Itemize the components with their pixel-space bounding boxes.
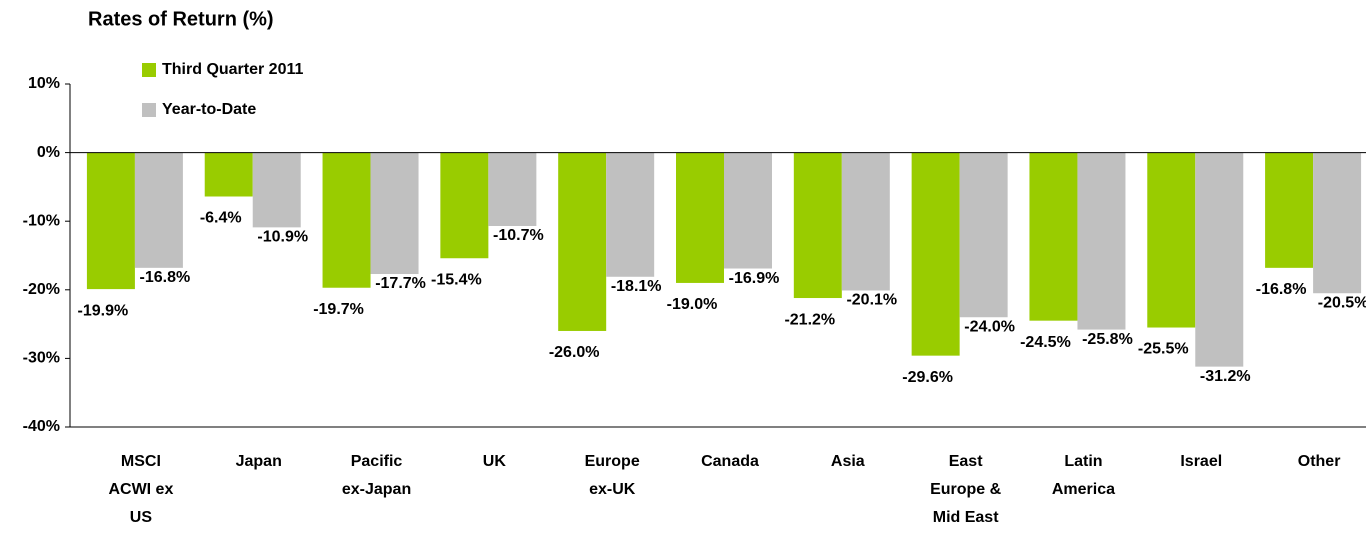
bar: [1029, 152, 1078, 321]
data-label: -10.9%: [257, 229, 308, 246]
x-tick-label: MSCI ACWI ex US: [108, 453, 173, 526]
legend-swatch: [142, 63, 156, 77]
data-label: -21.2%: [784, 311, 835, 328]
data-label: -16.8%: [1256, 281, 1307, 298]
x-tick-label: East Europe & Mid East: [930, 453, 1002, 526]
bar: [724, 152, 772, 269]
bar: [606, 152, 655, 277]
y-tick-label: -30%: [23, 350, 60, 367]
bar: [252, 152, 301, 228]
bar: [86, 152, 135, 290]
y-tick-label: 10%: [28, 75, 60, 92]
bar: [322, 152, 371, 288]
x-tick-label: Japan: [236, 453, 282, 470]
data-label: -16.9%: [729, 270, 780, 287]
bar: [1265, 152, 1314, 268]
data-label: -10.7%: [493, 227, 544, 244]
data-label: -25.5%: [1138, 341, 1189, 358]
data-label: -19.0%: [667, 296, 718, 313]
data-label: -17.7%: [375, 275, 426, 292]
data-label: -26.0%: [549, 344, 600, 361]
data-label: -18.1%: [611, 278, 662, 295]
y-tick-label: -10%: [23, 212, 60, 229]
data-label: -15.4%: [431, 271, 482, 288]
x-tick-label: Asia: [831, 453, 865, 470]
chart-title: Rates of Return (%): [88, 8, 274, 30]
data-label: -20.5%: [1318, 294, 1366, 311]
bar: [676, 152, 724, 283]
data-label: -19.9%: [78, 302, 129, 319]
bar: [959, 152, 1008, 318]
bar: [1077, 152, 1126, 330]
data-label: -19.7%: [313, 301, 364, 318]
bar: [1313, 152, 1362, 294]
data-label: -29.6%: [902, 369, 953, 386]
x-tick-label: Europe ex-UK: [585, 453, 640, 498]
data-label: -6.4%: [200, 210, 242, 227]
x-tick-label: Other: [1298, 453, 1341, 470]
bar: [793, 152, 842, 299]
x-tick-label: Israel: [1180, 453, 1222, 470]
x-tick-label: Canada: [701, 453, 759, 470]
data-label: -16.8%: [140, 269, 191, 286]
data-label: -25.8%: [1082, 331, 1133, 348]
bar: [440, 152, 489, 259]
bar: [1147, 152, 1196, 328]
legend-swatch: [142, 103, 156, 117]
y-tick-label: -20%: [23, 281, 60, 298]
x-tick-label: Latin America: [1052, 453, 1115, 498]
bar: [488, 152, 537, 227]
y-tick-label: 0%: [37, 144, 60, 161]
bar: [1195, 152, 1244, 367]
data-label: -24.5%: [1020, 334, 1071, 351]
bar: [841, 152, 890, 291]
bar: [134, 152, 183, 268]
legend-label: Third Quarter 2011: [162, 61, 303, 78]
data-label: -24.0%: [964, 318, 1015, 335]
bar: [558, 152, 607, 331]
bar: [370, 152, 419, 275]
bar: [204, 152, 253, 197]
data-label: -20.1%: [846, 292, 897, 309]
data-label: -31.2%: [1200, 368, 1251, 385]
bar: [911, 152, 960, 356]
x-tick-label: UK: [483, 453, 507, 470]
y-tick-label: -40%: [23, 418, 60, 435]
x-tick-label: Pacific ex-Japan: [342, 453, 411, 498]
legend-label: Year-to-Date: [162, 101, 256, 118]
